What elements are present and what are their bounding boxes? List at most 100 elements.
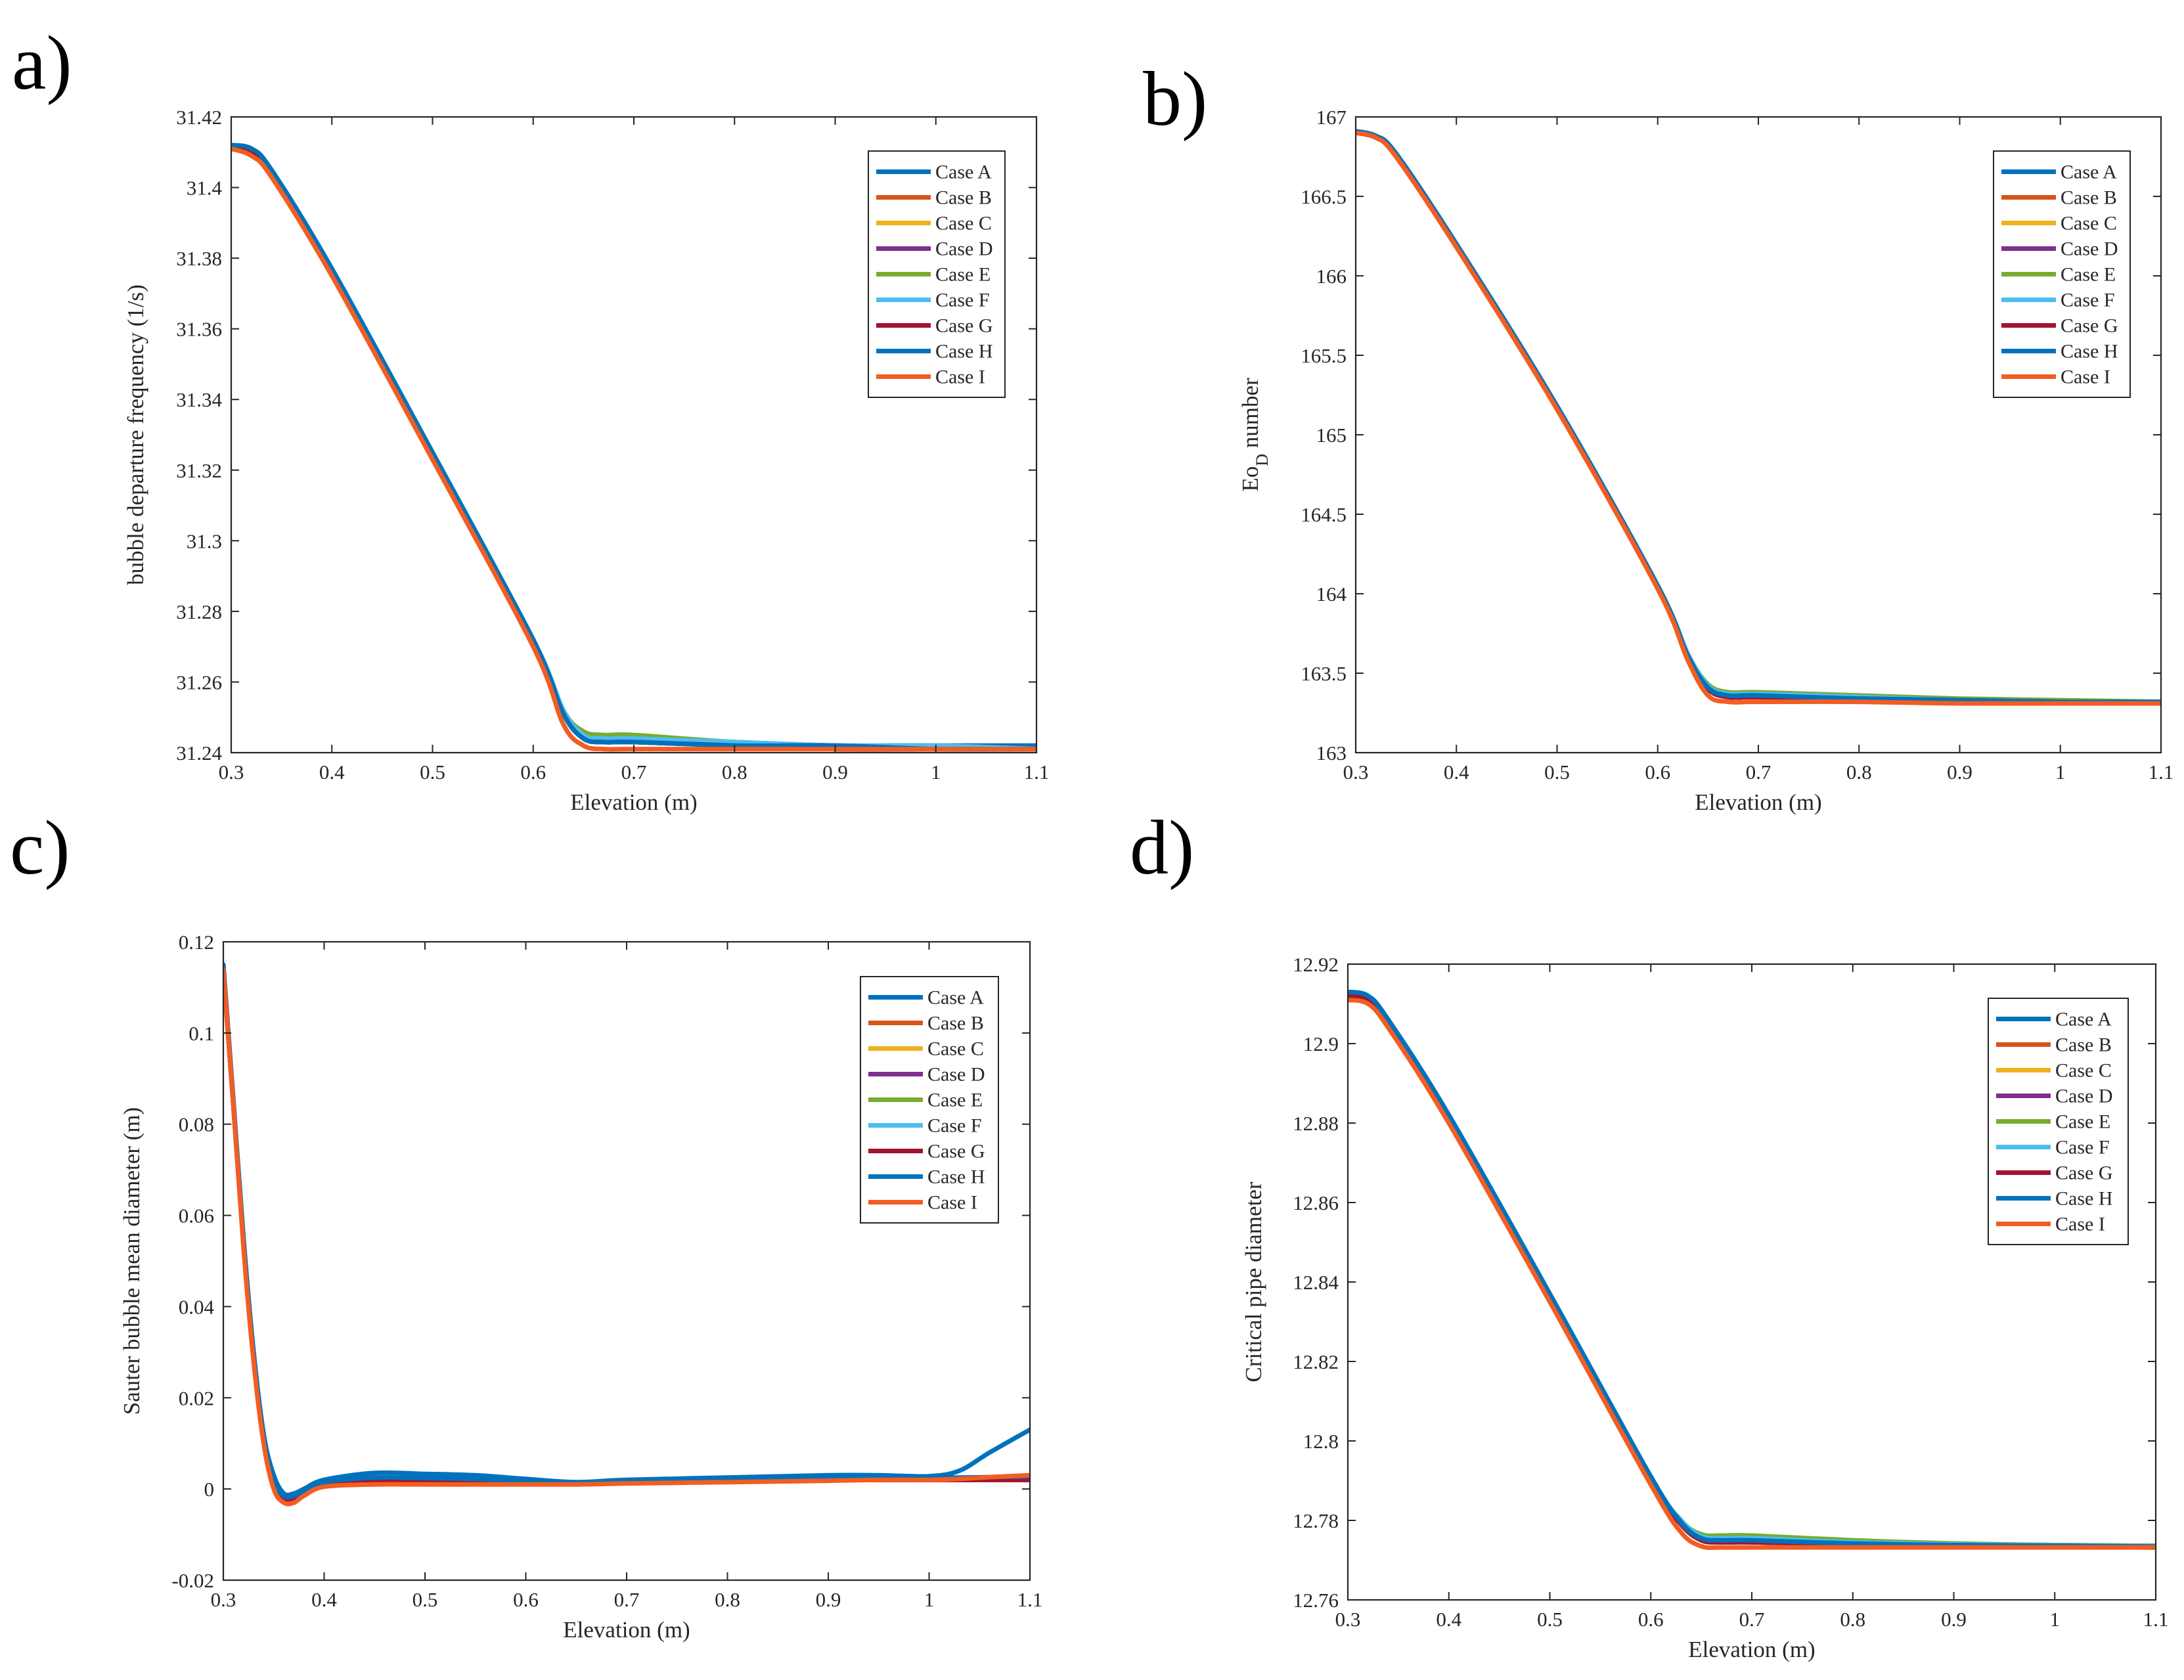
x-tick-label: 0.7 <box>621 761 647 784</box>
y-tick-label: 31.28 <box>176 600 222 623</box>
x-tick-label: 0.7 <box>1746 761 1772 784</box>
legend-entry: Case F <box>935 290 990 311</box>
x-tick-label: 0.6 <box>1645 761 1670 784</box>
legend-entry: Case H <box>2055 1188 2112 1210</box>
x-tick-label: 0.9 <box>1947 761 1972 784</box>
y-tick-label: 12.86 <box>1293 1191 1339 1214</box>
x-tick-label: 1.1 <box>1017 1588 1043 1611</box>
y-tick-label: -0.02 <box>171 1569 214 1592</box>
y-tick-label: 0.06 <box>179 1205 214 1227</box>
x-tick-label: 0.5 <box>1537 1608 1563 1631</box>
y-axis-label: Sauter bubble mean diameter (m) <box>119 1107 145 1415</box>
legend-entry: Case C <box>927 1038 984 1060</box>
y-axis-label: EoD number <box>1237 378 1272 492</box>
y-tick-label: 165.5 <box>1301 344 1347 367</box>
legend-entry: Case F <box>927 1115 982 1137</box>
legend-entry: Case H <box>935 341 992 363</box>
series-line-case-h <box>1348 989 2156 1549</box>
x-tick-label: 0.9 <box>822 761 848 784</box>
x-tick-label: 1.1 <box>1024 761 1050 784</box>
y-tick-label: 31.34 <box>176 388 222 411</box>
y-tick-label: 164 <box>1316 583 1347 606</box>
x-tick-label: 0.4 <box>311 1588 337 1611</box>
legend-entry: Case A <box>935 162 992 183</box>
x-tick-label: 0.3 <box>1335 1608 1361 1631</box>
y-tick-label: 31.24 <box>176 741 222 764</box>
legend-entry: Case G <box>2061 315 2118 337</box>
x-tick-label: 1.1 <box>2143 1608 2169 1631</box>
x-tick-label: 0.6 <box>1638 1608 1664 1631</box>
y-tick-label: 0.1 <box>189 1022 214 1045</box>
legend-entry: Case B <box>935 187 992 209</box>
legend: Case A Case B Case C Case D Case E Case F Case… <box>1993 150 2131 398</box>
y-tick-label: 166.5 <box>1301 185 1347 208</box>
legend-entry: Case B <box>2061 187 2117 209</box>
x-tick-label: 1 <box>931 761 941 784</box>
y-tick-label: 12.8 <box>1303 1430 1339 1453</box>
chart-panel-a: a) 0.3 0.4 0.5 0.6 0.7 0.8 0.9 1 1.1 31.24 31.26 31.… <box>12 20 1049 815</box>
x-tick-label: 0.5 <box>412 1588 438 1611</box>
y-tick-label: 31.38 <box>176 247 222 270</box>
x-tick-label: 0.8 <box>1840 1608 1865 1631</box>
x-tick-label: 1 <box>2055 761 2066 784</box>
panel-label: b) <box>1143 56 1207 142</box>
legend-entry: Case I <box>935 366 985 388</box>
legend-entry: Case I <box>927 1192 977 1214</box>
y-tick-label: 166 <box>1316 265 1347 288</box>
y-tick-label: 0.12 <box>179 931 214 954</box>
x-tick-label: 0.5 <box>420 761 445 784</box>
x-tick-label: 0.7 <box>1739 1608 1765 1631</box>
legend-entry: Case E <box>2055 1111 2110 1133</box>
y-tick-label: 12.82 <box>1293 1350 1339 1373</box>
y-tick-label: 0.04 <box>179 1295 215 1318</box>
x-tick-label: 0.5 <box>1544 761 1570 784</box>
legend-entry: Case C <box>935 213 992 234</box>
y-tick-label: 31.36 <box>176 318 222 341</box>
series-line-case-i <box>223 967 1030 1507</box>
legend-entry: Case C <box>2061 213 2117 234</box>
x-axis-label: Elevation (m) <box>1688 1637 1815 1662</box>
legend-entry: Case D <box>927 1064 985 1086</box>
x-tick-label: 0.3 <box>1343 761 1369 784</box>
legend-entry: Case D <box>2061 238 2118 260</box>
legend-entry: Case A <box>927 987 984 1009</box>
y-tick-label: 12.9 <box>1303 1032 1339 1055</box>
legend: Case A Case B Case C Case D Case E Case F Case… <box>868 150 1006 398</box>
y-axis-label: Critical pipe diameter <box>1241 1182 1266 1382</box>
legend: Case A Case B Case C Case D Case E Case F Case… <box>860 976 999 1224</box>
legend-entry: Case I <box>2061 366 2110 388</box>
y-tick-label: 0 <box>204 1478 215 1501</box>
chart-panel-c: c) 0.3 0.4 0.5 0.6 0.7 0.8 0.9 1 1.1 -0.02 0 0.02 0.0… <box>10 805 1042 1643</box>
legend-entry: Case E <box>927 1090 983 1111</box>
y-tick-label: 31.32 <box>176 459 222 482</box>
chart-panel-d: d) 0.3 0.4 0.5 0.6 0.7 0.8 0.9 1 1.1 12.76 12.78 12.… <box>1130 805 2168 1662</box>
x-tick-label: 0.4 <box>1436 1608 1461 1631</box>
series-group <box>223 962 1030 1507</box>
y-tick-label: 31.26 <box>176 671 222 694</box>
series-group <box>1348 989 2156 1551</box>
x-tick-label: 0.3 <box>211 1588 236 1611</box>
x-tick-label: 0.9 <box>816 1588 841 1611</box>
legend-entry: Case G <box>927 1141 985 1162</box>
x-tick-label: 1 <box>924 1588 935 1611</box>
y-tick-label: 12.76 <box>1293 1589 1339 1612</box>
legend-entry: Case F <box>2055 1137 2110 1159</box>
x-tick-label: 0.4 <box>1444 761 1469 784</box>
legend-entry: Case G <box>2055 1162 2112 1184</box>
y-tick-label: 12.88 <box>1293 1112 1339 1135</box>
legend-entry: Case A <box>2055 1009 2112 1030</box>
x-axis-label: Elevation (m) <box>570 789 697 815</box>
legend-entry: Case C <box>2055 1060 2112 1082</box>
x-tick-label: 0.9 <box>1941 1608 1967 1631</box>
legend-entry: Case G <box>935 315 992 337</box>
legend-entry: Case H <box>927 1166 985 1188</box>
y-tick-label: 31.42 <box>176 106 222 129</box>
legend-entry: Case E <box>2061 264 2116 286</box>
x-tick-label: 0.8 <box>715 1588 740 1611</box>
legend-entry: Case D <box>935 238 992 260</box>
legend-entry: Case B <box>927 1013 984 1034</box>
series-group <box>1356 129 2161 706</box>
legend-entry: Case E <box>935 264 991 286</box>
series-line-case-i <box>1356 130 2161 706</box>
